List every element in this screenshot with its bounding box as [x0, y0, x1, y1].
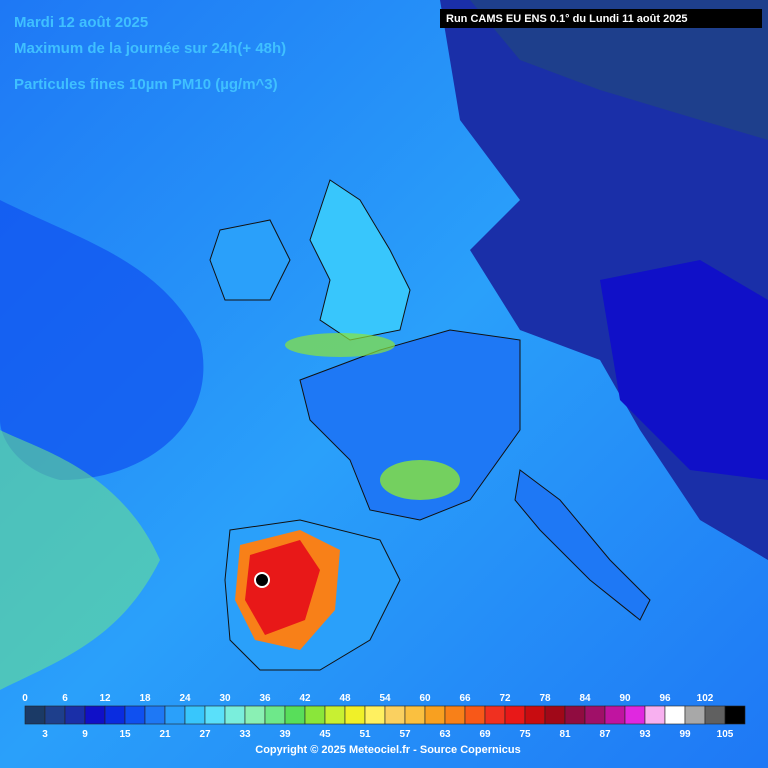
legend-label: 42	[299, 693, 311, 704]
legend-label: 36	[259, 693, 271, 704]
legend-swatch	[284, 705, 306, 725]
legend-swatch	[484, 705, 506, 725]
legend-label: 93	[639, 729, 651, 740]
legend-label: 3	[42, 729, 48, 740]
legend-swatch	[144, 705, 166, 725]
legend-swatch	[84, 705, 106, 725]
air-mass	[0, 200, 204, 480]
legend-label: 24	[179, 693, 191, 704]
legend-label: 12	[99, 693, 111, 704]
legend-swatch	[304, 705, 326, 725]
legend-label: 75	[519, 729, 531, 740]
land-region	[600, 260, 768, 480]
legend-label: 21	[159, 729, 171, 740]
legend-label: 90	[619, 693, 631, 704]
legend-swatch	[224, 705, 246, 725]
legend-swatch	[464, 705, 486, 725]
legend-swatch	[644, 705, 666, 725]
legend-swatch	[584, 705, 606, 725]
pollution-area	[380, 460, 460, 500]
legend-swatch	[184, 705, 206, 725]
legend-label: 96	[659, 693, 671, 704]
legend-swatch	[444, 705, 466, 725]
legend-label: 69	[479, 729, 491, 740]
legend-swatch	[384, 705, 406, 725]
legend-swatch	[544, 705, 566, 725]
copyright: Copyright © 2025 Meteociel.fr - Source C…	[255, 744, 520, 756]
legend-swatch	[64, 705, 86, 725]
legend-swatch	[204, 705, 226, 725]
run-info: Run CAMS EU ENS 0.1° du Lundi 11 août 20…	[446, 13, 688, 25]
legend-swatch	[264, 705, 286, 725]
legend-swatch	[344, 705, 366, 725]
legend-label: 39	[279, 729, 291, 740]
legend-label: 9	[82, 729, 88, 740]
legend-label: 27	[199, 729, 211, 740]
land-region	[514, 469, 651, 621]
legend-label: 78	[539, 693, 551, 704]
air-mass	[0, 430, 160, 690]
legend-swatch	[324, 705, 346, 725]
legend-swatch	[24, 705, 46, 725]
legend-label: 48	[339, 693, 351, 704]
legend-swatch	[164, 705, 186, 725]
land-region	[470, 0, 768, 140]
legend-label: 63	[439, 729, 451, 740]
legend-swatch	[564, 705, 586, 725]
legend-label: 60	[419, 693, 431, 704]
land-region	[309, 179, 411, 341]
legend-label: 105	[717, 729, 734, 740]
legend-swatch	[524, 705, 546, 725]
legend-swatch	[704, 705, 726, 725]
legend-swatch	[364, 705, 386, 725]
legend-label: 15	[119, 729, 131, 740]
legend-label: 51	[359, 729, 371, 740]
legend-swatch	[684, 705, 706, 725]
land-region	[299, 329, 521, 521]
legend-label: 6	[62, 693, 68, 704]
legend-swatch	[424, 705, 446, 725]
legend-label: 45	[319, 729, 331, 740]
legend-swatch	[44, 705, 66, 725]
legend-swatch	[104, 705, 126, 725]
legend-label: 99	[679, 729, 691, 740]
pollution-hotspot	[254, 572, 270, 588]
legend-swatch	[244, 705, 266, 725]
legend-label: 33	[239, 729, 251, 740]
legend-swatch	[664, 705, 686, 725]
legend-label: 57	[399, 729, 411, 740]
legend-label: 87	[599, 729, 611, 740]
land-region	[209, 219, 291, 301]
legend-label: 66	[459, 693, 471, 704]
pollution-area	[245, 540, 320, 635]
legend-label: 102	[697, 693, 714, 704]
variable-name: Particules fines 10µm PM10 (µg/m^3)	[14, 76, 278, 93]
legend-label: 72	[499, 693, 511, 704]
legend-swatch	[604, 705, 626, 725]
legend-swatch	[504, 705, 526, 725]
legend-swatch	[624, 705, 646, 725]
forecast-date: Mardi 12 août 2025	[14, 14, 148, 31]
legend-label: 81	[559, 729, 571, 740]
legend-swatch	[124, 705, 146, 725]
legend-label: 18	[139, 693, 151, 704]
forecast-period: Maximum de la journée sur 24h(+ 48h)	[14, 40, 286, 57]
run-box	[440, 9, 762, 28]
legend-label: 30	[219, 693, 231, 704]
pollution-area	[285, 333, 395, 357]
legend-swatch	[404, 705, 426, 725]
legend-swatch	[724, 705, 746, 725]
legend-label: 0	[22, 693, 28, 704]
legend-label: 84	[579, 693, 591, 704]
legend-label: 54	[379, 693, 391, 704]
